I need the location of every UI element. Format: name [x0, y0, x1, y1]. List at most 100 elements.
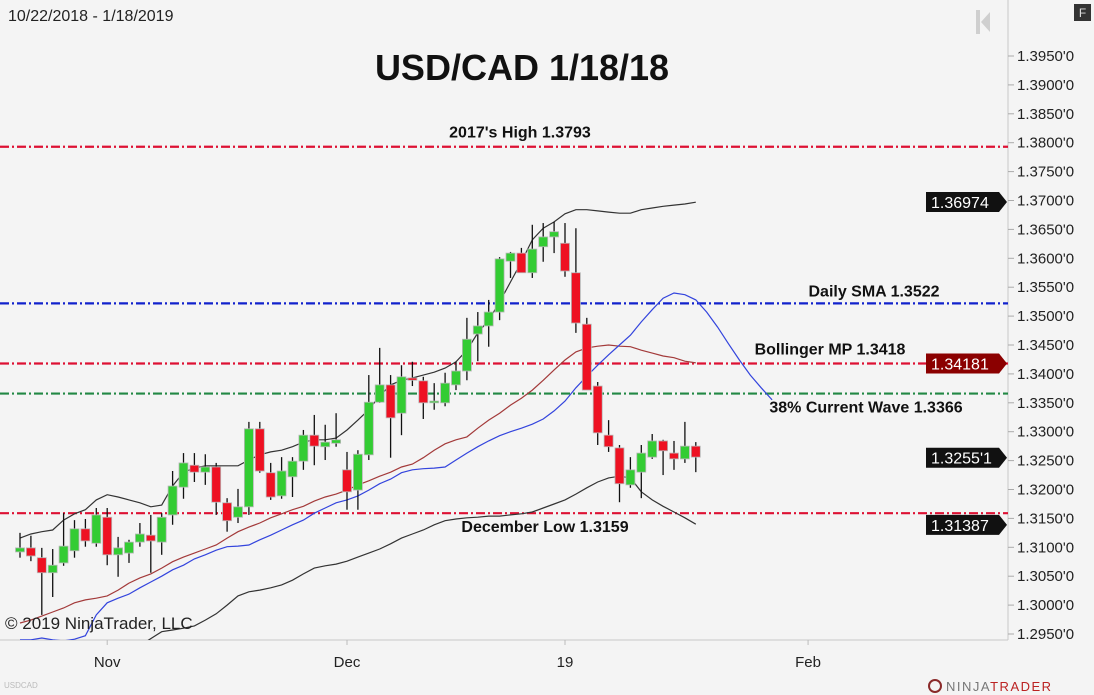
- price-marker-label: 1.34181: [931, 356, 989, 373]
- candle-body-down: [25, 547, 36, 557]
- candle: [592, 381, 603, 445]
- candle-body-up: [276, 470, 287, 497]
- candle: [571, 228, 581, 333]
- instrument-label: USDCAD: [4, 681, 38, 690]
- candle-body-up: [298, 434, 309, 462]
- price-marker-label: 1.31387: [931, 518, 989, 535]
- candle: [276, 457, 287, 499]
- candle: [669, 440, 679, 470]
- candle: [287, 457, 298, 498]
- candle-body-down: [385, 384, 396, 419]
- sma-line: [20, 292, 773, 640]
- candle-body-down: [407, 377, 418, 381]
- candle-body-up: [331, 439, 342, 444]
- y-tick-label: 1.3600'0: [1017, 250, 1074, 267]
- candle-body-up: [47, 564, 58, 574]
- price-marker-label: 1.3255'1: [931, 451, 992, 468]
- level-label: Daily SMA 1.3522: [808, 283, 939, 300]
- y-tick-label: 1.3700'0: [1017, 193, 1074, 210]
- candle: [167, 471, 178, 525]
- candle: [603, 420, 614, 452]
- candle: [516, 247, 527, 274]
- y-tick-label: 1.3850'0: [1017, 106, 1074, 123]
- candle-body-up: [287, 460, 298, 478]
- candle: [363, 375, 374, 461]
- candle: [134, 523, 145, 547]
- f-button-label: F: [1079, 6, 1086, 20]
- candle-body-up: [69, 528, 80, 552]
- candle-body-up: [538, 236, 549, 248]
- x-tick-label: Nov: [94, 654, 121, 671]
- candle: [396, 365, 407, 436]
- candle-body-up: [233, 506, 243, 518]
- lower-band-line: [147, 475, 697, 640]
- candle: [298, 429, 309, 470]
- f-button-background: [1074, 4, 1091, 21]
- candle: [58, 513, 69, 566]
- level-label: 38% Current Wave 1.3366: [769, 400, 962, 417]
- candle-body-down: [614, 447, 625, 485]
- candle: [342, 451, 352, 510]
- y-tick-label: 1.3750'0: [1017, 164, 1074, 181]
- candle: [69, 520, 80, 558]
- level-label: 2017's High 1.3793: [449, 125, 591, 142]
- candle-body-down: [560, 242, 570, 272]
- candle: [331, 413, 342, 447]
- candle-body-up: [625, 469, 636, 486]
- candle: [254, 421, 265, 473]
- candle: [690, 442, 701, 473]
- y-tick-label: 1.3450'0: [1017, 337, 1074, 354]
- candle: [233, 488, 243, 524]
- y-tick-label: 1.3000'0: [1017, 597, 1074, 614]
- level-label: Bollinger MP 1.3418: [755, 341, 906, 358]
- candle-body-down: [145, 534, 156, 542]
- candle-body-up: [527, 248, 538, 274]
- x-tick-label: 19: [557, 654, 574, 671]
- candle: [483, 299, 494, 347]
- candle: [124, 539, 134, 563]
- candle-body-down: [603, 434, 614, 448]
- candle: [680, 421, 690, 463]
- candle: [15, 532, 25, 558]
- candle-body-up: [483, 311, 494, 327]
- candle: [538, 223, 549, 262]
- y-tick-label: 1.3500'0: [1017, 308, 1074, 325]
- triangle-left-icon: [981, 12, 990, 32]
- copyright: © 2019 NinjaTrader, LLC: [5, 614, 193, 633]
- candle-body-up: [396, 376, 407, 414]
- level-label: December Low 1.3159: [461, 519, 628, 536]
- candle: [178, 453, 189, 499]
- candle-body-up: [91, 514, 102, 544]
- candle: [494, 257, 505, 321]
- f-button[interactable]: F: [1074, 4, 1091, 21]
- candle-body-up: [451, 370, 461, 386]
- y-tick-label: 1.3200'0: [1017, 482, 1074, 499]
- candle: [440, 372, 451, 407]
- candle-body-down: [211, 466, 222, 503]
- candle: [549, 221, 559, 254]
- scroll-to-start-button[interactable]: [976, 10, 990, 34]
- candle-body-down: [309, 434, 320, 447]
- ninjatrader-logo: NINJATRADER: [928, 679, 1051, 694]
- candle: [581, 317, 592, 391]
- candle: [374, 347, 385, 403]
- y-tick-label: 1.3950'0: [1017, 48, 1074, 65]
- candle: [222, 498, 233, 532]
- candle: [145, 514, 156, 573]
- candle-body-down: [254, 428, 265, 472]
- candle-body-up: [243, 428, 254, 508]
- candle-body-down: [36, 557, 47, 574]
- x-tick-label: Dec: [334, 654, 361, 671]
- price-marker: 1.34181: [926, 353, 1007, 374]
- candle-body-down: [418, 380, 429, 404]
- candle: [265, 462, 276, 500]
- candle: [614, 444, 625, 503]
- candle: [200, 454, 211, 485]
- candle-body-up: [429, 400, 440, 404]
- candle-body-down: [189, 464, 200, 473]
- candle-body-up: [156, 516, 167, 543]
- price-marker: 1.36974: [926, 192, 1007, 213]
- candle-body-up: [167, 485, 178, 516]
- candle-body-up: [113, 547, 123, 556]
- candle-body-down: [571, 272, 581, 324]
